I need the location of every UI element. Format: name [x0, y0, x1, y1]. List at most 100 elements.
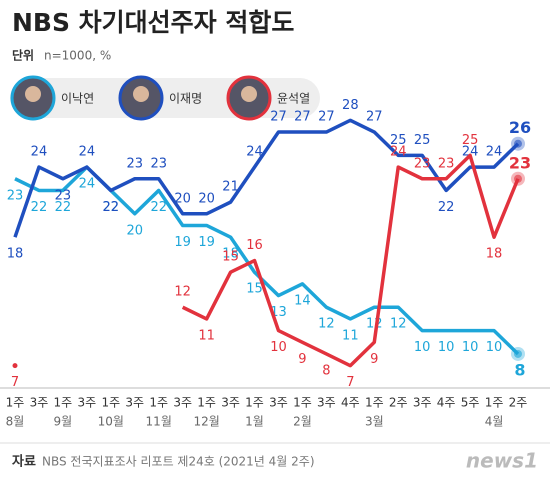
x-tick-label: 2주 [509, 396, 528, 410]
data-label: 24 [462, 145, 479, 160]
data-label: 23 [55, 188, 72, 203]
x-tick-label: 1주 [245, 396, 264, 410]
x-tick-label: 5주 [461, 396, 480, 410]
x-tick-label: 4주 [341, 396, 360, 410]
data-label: 14 [294, 293, 311, 308]
data-label: 22 [150, 200, 167, 215]
end-marker-core [514, 349, 522, 358]
data-label: 24 [79, 177, 96, 192]
data-label: 20 [126, 223, 143, 238]
chart-title: NBS 차기대선주자 적합도 [12, 8, 294, 37]
data-label: 19 [198, 235, 215, 250]
data-label: 12 [174, 285, 191, 300]
data-label: 25 [390, 133, 407, 148]
x-tick-label: 3주 [317, 396, 336, 410]
source-label: 자료 [12, 455, 36, 470]
x-month-label: 11월 [146, 415, 172, 429]
data-label: 12 [390, 317, 407, 332]
data-label: 15 [246, 282, 263, 297]
legend-photo-face [241, 86, 257, 102]
x-month-label: 1월 [245, 415, 264, 429]
unit: n=1000, % [44, 49, 111, 63]
series-line [181, 153, 520, 368]
data-label: 10 [486, 340, 503, 355]
end-marker-core [514, 139, 522, 148]
data-label: 27 [270, 110, 287, 125]
data-label: 19 [174, 235, 191, 250]
logo: news1 [466, 449, 538, 473]
data-label: 12 [318, 317, 335, 332]
x-tick-label: 4주 [437, 396, 456, 410]
data-label: 22 [55, 200, 72, 215]
data-label: 9 [370, 352, 378, 367]
data-label: 10 [270, 340, 287, 355]
data-label: 23 [438, 156, 455, 171]
x-tick-label: 2주 [389, 396, 408, 410]
data-label: 22 [31, 200, 48, 215]
x-month-label: 4월 [485, 415, 504, 429]
data-label: 20 [198, 191, 215, 206]
data-label: 18 [486, 247, 503, 262]
x-tick-label: 3주 [78, 396, 97, 410]
data-label: 24 [486, 145, 503, 160]
legend-photo-face [25, 86, 41, 102]
data-label: 28 [342, 98, 359, 113]
x-month-label: 3월 [365, 415, 384, 429]
legend-label: 이재명 [169, 92, 202, 106]
data-label: 23 [414, 156, 431, 171]
x-tick-label: 1주 [6, 396, 25, 410]
series-line [13, 118, 520, 238]
data-label: 10 [462, 340, 479, 355]
data-label: 23 [126, 156, 143, 171]
data-label: 27 [318, 110, 335, 125]
data-label: 18 [222, 247, 239, 262]
data-label: 24 [79, 145, 96, 160]
data-label: 23 [7, 188, 24, 203]
data-label: 20 [174, 191, 191, 206]
data-label: 9 [298, 352, 306, 367]
x-tick-label: 1주 [54, 396, 73, 410]
x-month-label: 12월 [193, 415, 219, 429]
data-label: 27 [294, 110, 311, 125]
legend-label: 윤석열 [277, 92, 310, 106]
x-tick-label: 1주 [293, 396, 312, 410]
data-label: 22 [103, 200, 120, 215]
data-label: 8 [322, 363, 330, 378]
data-label: 24 [31, 145, 48, 160]
data-label: 25 [414, 133, 431, 148]
x-tick-label: 3주 [413, 396, 432, 410]
x-tick-label: 1주 [485, 396, 504, 410]
end-marker-core [514, 174, 522, 183]
x-tick-label: 3주 [30, 396, 49, 410]
x-tick-label: 3주 [125, 396, 144, 410]
data-label: 11 [342, 328, 359, 343]
legend-label: 이낙연 [61, 92, 94, 106]
data-label: 7 [346, 375, 354, 390]
data-label: 15 [222, 250, 239, 265]
x-tick-label: 1주 [197, 396, 216, 410]
x-month-label: 2월 [293, 415, 312, 429]
x-tick-label: 1주 [365, 396, 384, 410]
legend-photo-face [133, 86, 149, 102]
data-label: 25 [462, 133, 479, 148]
series-point [12, 363, 18, 369]
data-label: 27 [366, 110, 383, 125]
x-tick-label: 3주 [173, 396, 192, 410]
x-month-label: 9월 [54, 415, 73, 429]
x-tick-label: 1주 [101, 396, 120, 410]
data-label: 10 [438, 340, 455, 355]
data-label: 24 [390, 145, 407, 160]
x-month-label: 8월 [6, 415, 25, 429]
data-label: 23 [150, 156, 167, 171]
source: NBS 전국지표조사 리포트 제24호 (2021년 4월 2주) [42, 455, 315, 469]
data-label: 7 [11, 375, 19, 390]
data-label: 22 [438, 200, 455, 215]
data-label: 22 [103, 200, 120, 215]
data-label: 10 [414, 340, 431, 355]
x-tick-label: 1주 [149, 396, 168, 410]
data-label: 24 [246, 145, 263, 160]
x-tick-label: 3주 [269, 396, 288, 410]
data-label: 8 [514, 360, 525, 379]
